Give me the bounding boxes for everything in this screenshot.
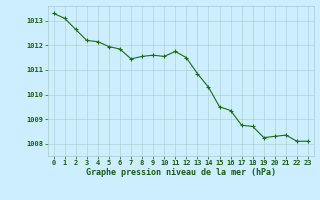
X-axis label: Graphe pression niveau de la mer (hPa): Graphe pression niveau de la mer (hPa) [86,168,276,177]
